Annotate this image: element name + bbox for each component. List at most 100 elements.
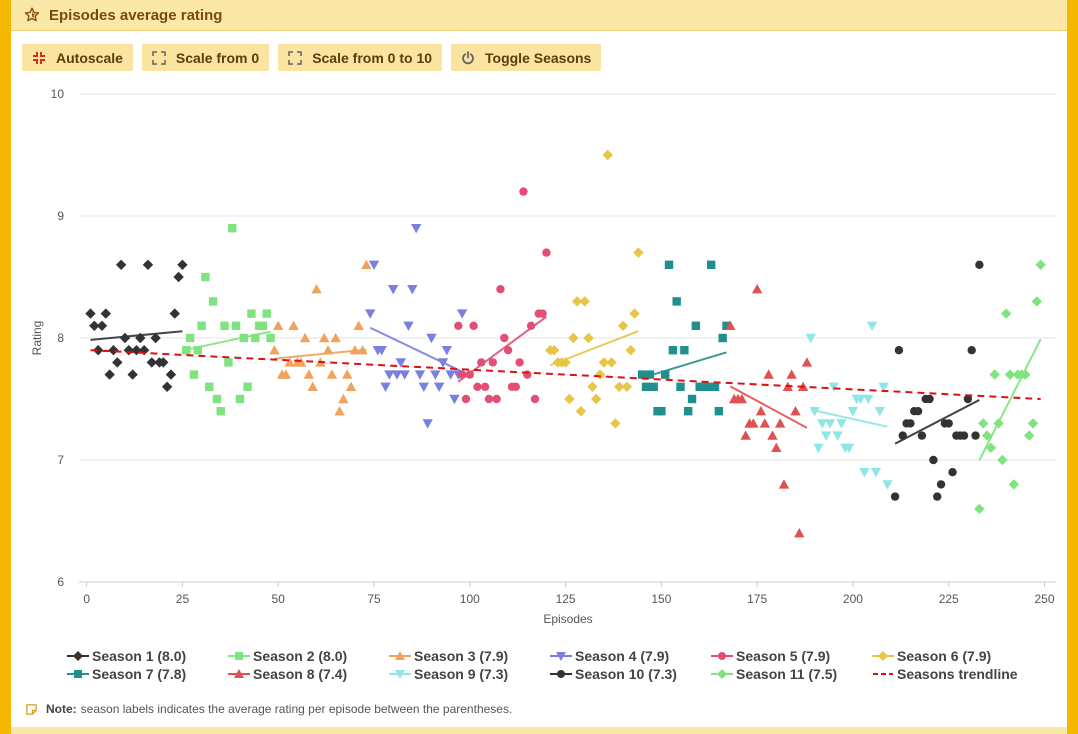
data-point[interactable] [193, 346, 202, 355]
data-point[interactable] [813, 443, 824, 453]
data-point[interactable] [488, 358, 497, 367]
data-point[interactable] [759, 418, 771, 428]
data-point[interactable] [526, 321, 536, 330]
data-point[interactable] [258, 321, 268, 330]
data-point[interactable] [641, 382, 651, 391]
data-point[interactable] [687, 394, 697, 404]
data-point[interactable] [456, 309, 468, 319]
data-point[interactable] [944, 419, 953, 428]
data-point[interactable] [410, 224, 422, 234]
scale-from-0-button[interactable]: Scale from 0 [141, 44, 270, 71]
data-point[interactable] [579, 296, 590, 307]
data-point[interactable] [598, 357, 610, 368]
data-point[interactable] [319, 332, 330, 343]
data-point[interactable] [614, 381, 625, 392]
data-point[interactable] [368, 260, 380, 270]
data-point[interactable] [571, 296, 583, 307]
data-point[interactable] [974, 503, 985, 514]
data-point[interactable] [625, 345, 636, 356]
data-point[interactable] [575, 406, 587, 417]
data-point[interactable] [925, 394, 934, 404]
data-point[interactable] [399, 370, 410, 380]
data-point[interactable] [866, 321, 878, 331]
legend-marker[interactable] [235, 651, 243, 660]
data-point[interactable] [989, 369, 1000, 380]
data-point[interactable] [740, 430, 751, 440]
legend-item-season-7[interactable]: Season 7 (7.8) [66, 665, 227, 682]
legend-marker[interactable] [74, 669, 82, 678]
data-point[interactable] [338, 393, 349, 404]
data-point[interactable] [437, 358, 449, 368]
data-point[interactable] [418, 382, 430, 392]
data-point[interactable] [461, 394, 471, 404]
data-point[interactable] [89, 320, 100, 331]
data-point[interactable] [913, 407, 923, 416]
data-point[interactable] [668, 346, 678, 355]
data-point[interactable] [898, 431, 907, 440]
data-point[interactable] [1031, 296, 1043, 307]
data-point[interactable] [341, 369, 353, 379]
legend-item-season-6[interactable]: Season 6 (7.9) [871, 647, 1032, 664]
data-point[interactable] [767, 430, 778, 440]
data-point[interactable] [220, 321, 229, 330]
data-point[interactable] [824, 419, 836, 429]
data-point[interactable] [454, 321, 463, 330]
legend-item-season-8[interactable]: Season 8 (7.4) [227, 665, 388, 682]
data-point[interactable] [638, 370, 647, 379]
data-point[interactable] [933, 492, 942, 501]
legend-marker[interactable] [717, 668, 727, 679]
data-point[interactable] [855, 394, 866, 405]
data-point[interactable] [345, 381, 357, 391]
legend-item-season-1[interactable]: Season 1 (8.0) [66, 647, 227, 664]
data-point[interactable] [288, 320, 299, 330]
toggle-seasons-button[interactable]: Toggle Seasons [451, 44, 602, 71]
data-point[interactable] [349, 345, 361, 355]
data-point[interactable] [201, 272, 210, 282]
legend-item-seasons-trendline[interactable]: Seasons trendline [871, 665, 1032, 682]
data-point[interactable] [1004, 369, 1016, 380]
data-point[interactable] [205, 382, 214, 391]
data-point[interactable] [786, 369, 797, 379]
legend-item-season-9[interactable]: Season 9 (7.3) [388, 665, 549, 682]
data-point[interactable] [718, 333, 727, 343]
data-point[interactable] [299, 332, 311, 343]
data-point[interactable] [376, 346, 387, 356]
data-point[interactable] [683, 407, 693, 416]
data-point[interactable] [542, 248, 551, 257]
data-point[interactable] [224, 358, 233, 367]
data-point[interactable] [266, 333, 275, 343]
data-point[interactable] [836, 419, 847, 429]
data-point[interactable] [430, 370, 441, 380]
data-point[interactable] [672, 297, 681, 306]
data-point[interactable] [387, 285, 399, 295]
data-point[interactable] [104, 369, 115, 380]
data-point[interactable] [457, 370, 467, 379]
data-point[interactable] [243, 382, 252, 391]
data-point[interactable] [208, 297, 218, 306]
legend-marker[interactable] [395, 669, 405, 679]
legend-marker[interactable] [557, 669, 565, 678]
legend-marker[interactable] [395, 650, 405, 660]
data-point[interactable] [1027, 418, 1039, 429]
data-point[interactable] [936, 480, 946, 489]
data-point[interactable] [228, 224, 237, 233]
data-point[interactable] [407, 285, 418, 295]
data-point[interactable] [583, 332, 594, 344]
legend-item-season-11[interactable]: Season 11 (7.5) [710, 665, 871, 682]
data-point[interactable] [484, 394, 494, 404]
data-point[interactable] [197, 321, 206, 330]
legend-marker[interactable] [234, 668, 244, 678]
data-point[interactable] [173, 271, 184, 283]
data-point[interactable] [748, 418, 759, 428]
data-point[interactable] [870, 468, 882, 478]
data-point[interactable] [307, 381, 318, 391]
data-point[interactable] [119, 332, 131, 344]
data-point[interactable] [859, 468, 870, 478]
legend-item-season-2[interactable]: Season 2 (8.0) [227, 647, 388, 664]
data-point[interactable] [216, 407, 225, 416]
data-point[interactable] [280, 369, 292, 379]
data-point[interactable] [610, 418, 621, 429]
data-point[interactable] [273, 320, 284, 330]
data-point[interactable] [496, 285, 505, 294]
data-point[interactable] [165, 369, 177, 380]
